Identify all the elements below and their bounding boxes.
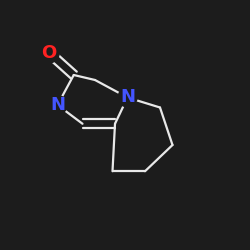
Text: N: N <box>120 88 135 106</box>
Circle shape <box>38 42 59 63</box>
Circle shape <box>48 96 67 114</box>
Circle shape <box>118 88 137 107</box>
Text: N: N <box>50 96 65 114</box>
Text: O: O <box>41 44 56 62</box>
